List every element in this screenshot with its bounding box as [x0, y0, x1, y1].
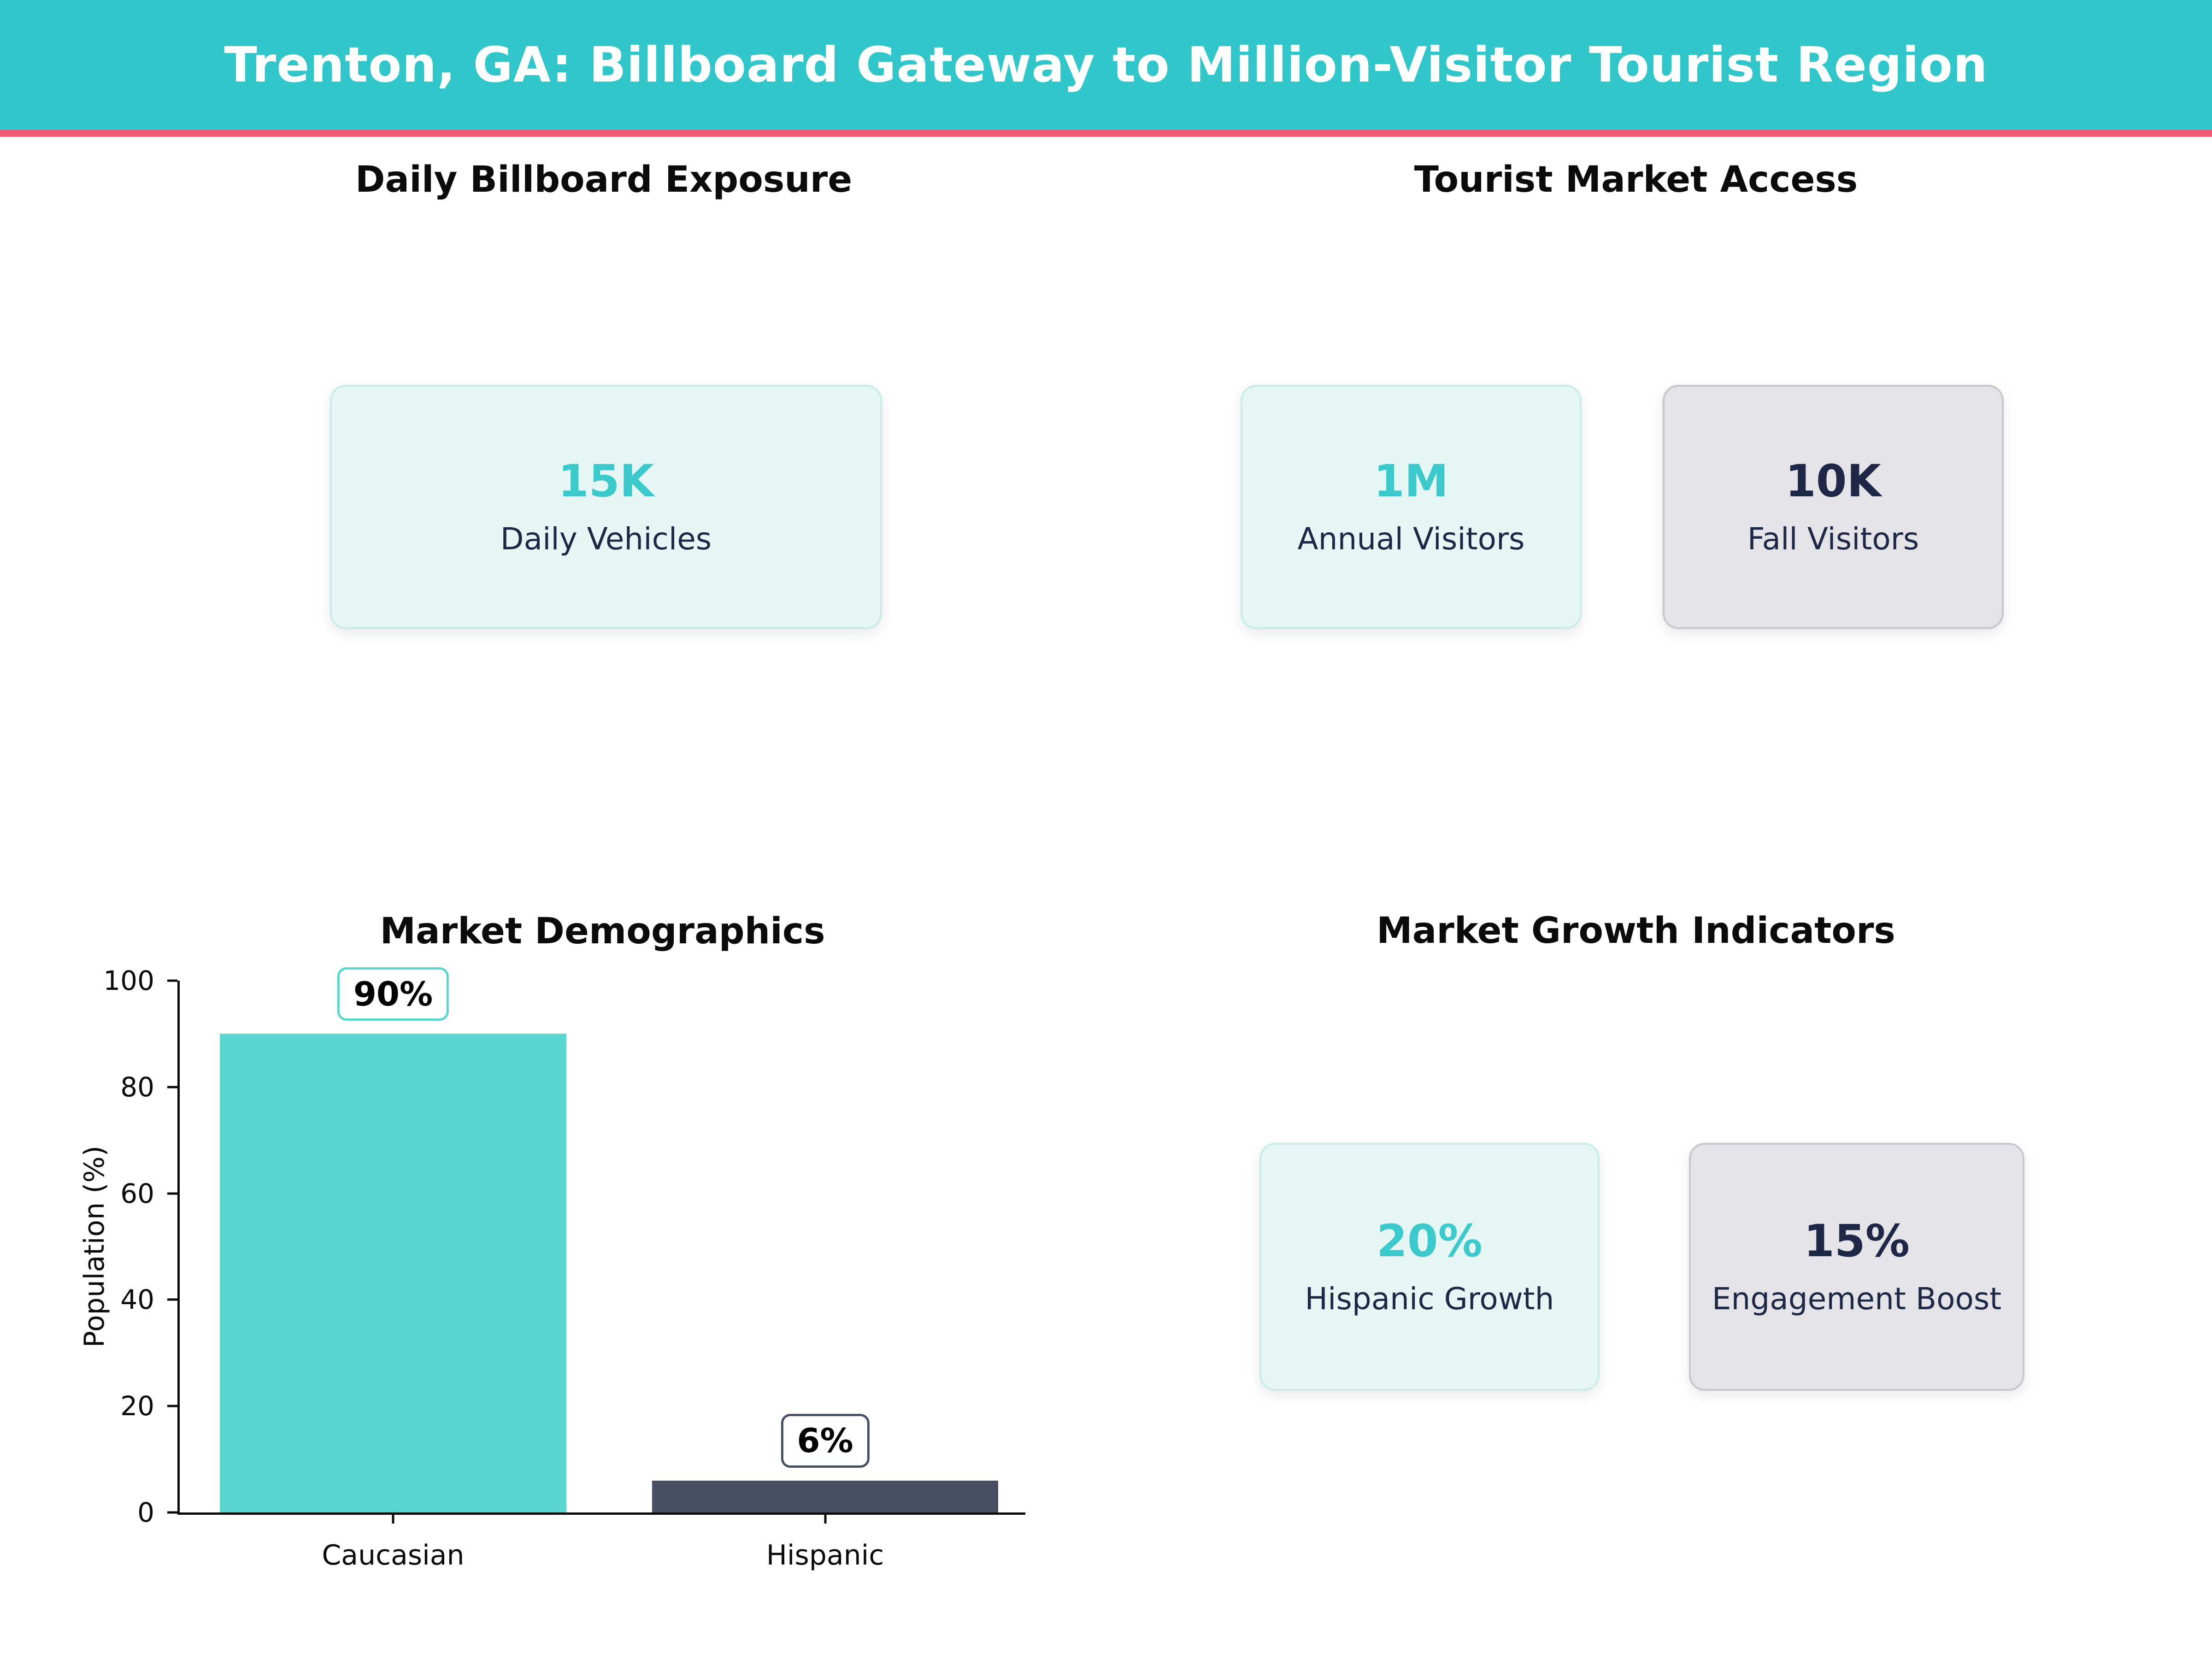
stat-label: Daily Vehicles — [500, 521, 712, 557]
x-tick-mark — [824, 1512, 826, 1524]
y-tick-label: 60 — [120, 1177, 154, 1209]
bar-group-hispanic: 6% Hispanic — [652, 981, 998, 1571]
y-tick-mark — [167, 1405, 177, 1407]
x-tick-mark — [392, 1512, 394, 1524]
y-tick-label: 100 — [103, 965, 154, 996]
y-tick-mark — [167, 1511, 177, 1514]
y-tick-mark — [167, 1298, 177, 1301]
section-title-daily-billboard-exposure: Daily Billboard Exposure — [355, 159, 853, 200]
bar-caucasian — [220, 1034, 566, 1512]
section-title-market-growth-indicators: Market Growth Indicators — [1377, 910, 1895, 952]
stat-value: 10K — [1785, 455, 1881, 507]
y-tick-label: 40 — [120, 1284, 154, 1316]
stat-card-hispanic-growth: 20% Hispanic Growth — [1259, 1143, 1600, 1391]
y-tick-label: 20 — [120, 1390, 154, 1422]
stat-value: 20% — [1377, 1215, 1483, 1267]
y-tick-label: 0 — [137, 1497, 154, 1528]
y-axis-label: Population (%) — [78, 1145, 111, 1348]
y-tick-mark — [167, 979, 177, 982]
stat-value: 1M — [1373, 455, 1449, 507]
header-banner: Trenton, GA: Billboard Gateway to Millio… — [0, 0, 2212, 130]
stat-card-daily-vehicles: 15K Daily Vehicles — [330, 385, 882, 629]
x-tick-label: Hispanic — [766, 1539, 884, 1571]
stat-label: Hispanic Growth — [1305, 1281, 1554, 1317]
y-tick-mark — [167, 1192, 177, 1195]
stat-value: 15% — [1804, 1215, 1910, 1267]
bar-group-caucasian: 90% Caucasian — [220, 967, 566, 1571]
stat-label: Engagement Boost — [1712, 1281, 2002, 1317]
stat-card-engagement-boost: 15% Engagement Boost — [1689, 1143, 2024, 1391]
chart-title: Market Demographics — [380, 911, 825, 952]
y-tick-mark — [167, 1086, 177, 1088]
stat-label: Fall Visitors — [1747, 521, 1919, 557]
stat-value: 15K — [558, 455, 654, 507]
stat-card-fall-visitors: 10K Fall Visitors — [1663, 385, 2004, 629]
bar-value-label: 6% — [781, 1413, 870, 1468]
accent-divider — [0, 130, 2212, 137]
stat-label: Annual Visitors — [1297, 521, 1525, 557]
bar-value-label: 90% — [337, 967, 449, 1021]
x-tick-label: Caucasian — [322, 1539, 465, 1571]
bar-hispanic — [652, 1480, 998, 1512]
section-title-tourist-market-access: Tourist Market Access — [1414, 159, 1858, 200]
page-title: Trenton, GA: Billboard Gateway to Millio… — [224, 37, 1988, 93]
stat-card-annual-visitors: 1M Annual Visitors — [1241, 385, 1582, 629]
y-tick-label: 80 — [120, 1071, 154, 1103]
bar-chart-market-demographics: Market Demographics Population (%) 0 20 40… — [78, 911, 1025, 1571]
